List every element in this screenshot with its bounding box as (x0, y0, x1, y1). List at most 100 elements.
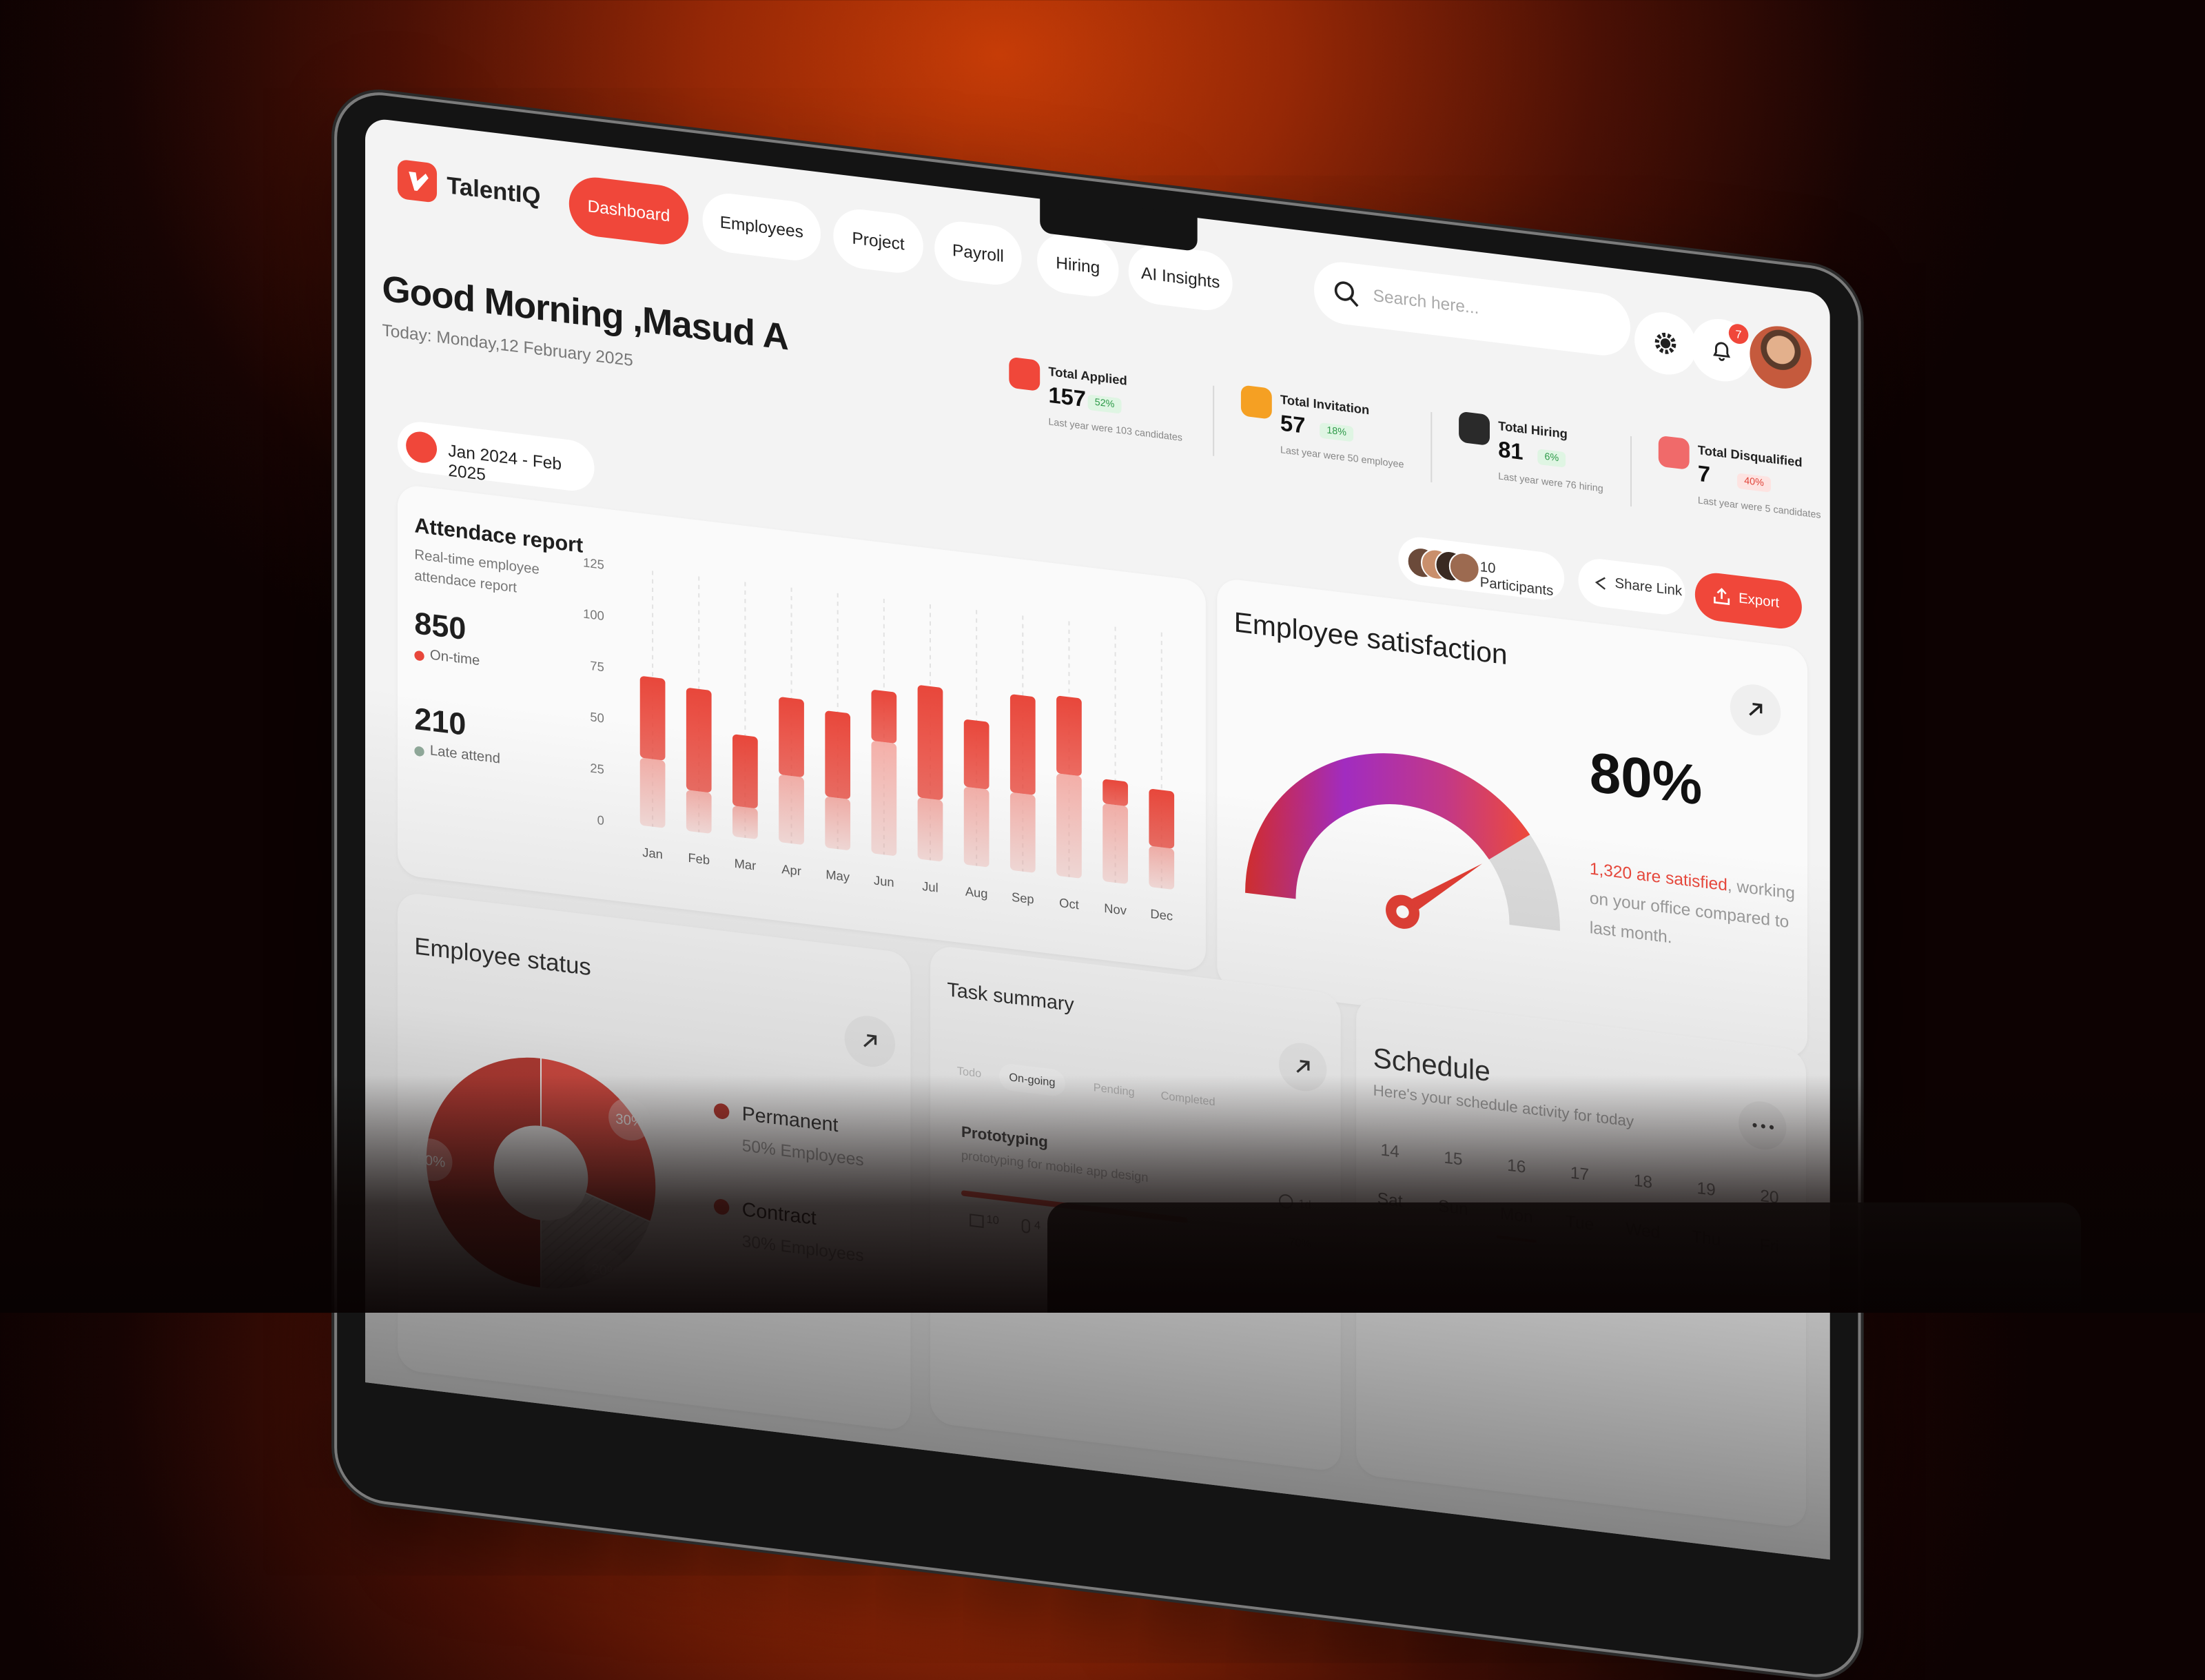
stat-icon (1240, 385, 1272, 420)
share-path (1594, 577, 1606, 590)
chart-card: Employee status 50% 30% 20% Permanent 50% Emp… (397, 891, 911, 1432)
bar-segment (639, 676, 666, 761)
nav-tab[interactable]: Project (833, 206, 923, 276)
x-tick-label: Jan (642, 845, 663, 862)
notification-button[interactable]: 7 (1690, 315, 1753, 385)
task-tab[interactable]: On-going (999, 1063, 1065, 1098)
stat-label: Total Applied (1048, 364, 1127, 388)
search-placeholder: Search here... (1373, 285, 1479, 318)
stat-note: Last year were 50 employee (1280, 445, 1404, 471)
x-tick-label: Dec (1150, 906, 1173, 923)
bar-segment (732, 734, 758, 808)
nav-tab[interactable]: Employees (702, 190, 821, 264)
x-tick-label: Sep (1012, 890, 1034, 907)
share-icon (1594, 577, 1606, 590)
x-tick-label: Mar (735, 856, 757, 873)
y-tick-label: 75 (590, 658, 604, 674)
date-range: Jan 2024 - Feb 2025 (448, 440, 562, 485)
search-icon (1334, 281, 1359, 307)
bar-segment (1009, 792, 1036, 873)
stat-label: Total Hiring (1498, 418, 1568, 442)
nav-tab[interactable]: AI Insights (1128, 241, 1233, 314)
schedule-date: 18 (1633, 1170, 1652, 1193)
bar-segment (963, 787, 989, 868)
stat-card: Total Hiring 81 6% Last year were 76 hiring (1459, 411, 1656, 533)
x-tick-label: Jun (874, 872, 894, 890)
search-box[interactable]: Search here... (1314, 258, 1630, 359)
stat-value: 57 (1280, 411, 1306, 440)
bar-segment (732, 806, 758, 839)
bar-segment (871, 690, 897, 744)
bar-segment (686, 790, 712, 834)
participants-button[interactable]: 10 Participants (1398, 534, 1565, 603)
arrow-icon (1296, 1060, 1310, 1073)
open-button[interactable] (1279, 1040, 1327, 1094)
card-title: Schedule (1373, 1043, 1490, 1089)
schedule-date: 17 (1570, 1162, 1590, 1185)
stat-note: Last year were 5 candidates (1697, 496, 1821, 522)
logo-glyph (409, 172, 429, 192)
settings-button[interactable] (1634, 309, 1696, 378)
stat-divider (1213, 385, 1215, 456)
y-tick-label: 0 (597, 812, 604, 828)
screen: TalentIQ Dashboard Employees Project Payroll… (365, 117, 1830, 1560)
gauge-fill (1245, 753, 1530, 899)
dot (1760, 1123, 1765, 1128)
participants-label: 10 Participants (1479, 560, 1554, 600)
card-title: Task summary (947, 977, 1074, 1016)
stat-value: 7 (1697, 462, 1711, 489)
bell-path (1713, 342, 1731, 361)
export-path (1714, 588, 1730, 606)
bar-segment (1056, 695, 1082, 776)
stat-note: Last year were 103 candidates (1048, 418, 1182, 444)
nav-tab[interactable]: Hiring (1037, 230, 1119, 300)
date-range-picker[interactable]: Jan 2024 - Feb 2025 (397, 419, 595, 494)
bar-segment (686, 688, 712, 792)
task-tab[interactable]: Pending (1093, 1080, 1135, 1099)
share-label: Share Link (1614, 576, 1683, 600)
export-icon (1714, 588, 1730, 606)
schedule-date: 14 (1380, 1139, 1399, 1162)
arrow-path (1296, 1060, 1310, 1073)
task-name: Prototyping (961, 1124, 1048, 1151)
stat-change: 18% (1320, 422, 1354, 442)
laptop-base (1047, 1202, 2081, 1313)
bar-segment (1149, 788, 1175, 849)
bar-segment (825, 710, 851, 799)
stat-value: 81 (1498, 438, 1524, 466)
x-tick-label: May (825, 867, 850, 884)
attachment-icon (1021, 1218, 1030, 1234)
task-tab[interactable]: Todo (956, 1064, 982, 1080)
more-button[interactable] (1739, 1098, 1787, 1153)
stat-card: Total Applied 157 52% Last year were 103 ca… (1009, 356, 1206, 479)
x-tick-label: Jul (922, 879, 938, 895)
stat-change: 52% (1087, 394, 1122, 414)
user-avatar[interactable] (1750, 322, 1812, 392)
schedule-date: 19 (1696, 1178, 1716, 1200)
stat-divider (1630, 436, 1632, 507)
calendar-icon (406, 429, 438, 465)
task-tab[interactable]: Completed (1160, 1089, 1216, 1109)
nav-tab[interactable]: Dashboard (568, 174, 689, 248)
x-tick-label: Aug (965, 884, 988, 901)
slice-label: 20% (591, 1261, 619, 1280)
bar-segment (963, 719, 989, 790)
schedule-date: 15 (1444, 1147, 1463, 1169)
bar-segment (871, 741, 897, 856)
x-tick-label: Apr (781, 861, 801, 878)
bell-icon (1713, 342, 1731, 361)
x-tick-label: Oct (1059, 895, 1079, 912)
nav-tab[interactable]: Payroll (934, 218, 1022, 288)
export-button[interactable]: Export (1694, 570, 1802, 631)
y-tick-label: 25 (590, 761, 604, 777)
gauge-chart (1245, 753, 1560, 931)
comment-icon (970, 1213, 984, 1229)
attachment-count: 4 (1034, 1218, 1041, 1233)
gear-inner (1660, 338, 1671, 349)
schedule-date: 16 (1507, 1155, 1526, 1177)
stat-value: 157 (1048, 384, 1086, 413)
donut-slice (540, 1056, 657, 1223)
share-button[interactable]: Share Link (1578, 556, 1685, 617)
search-handle (1349, 297, 1359, 307)
